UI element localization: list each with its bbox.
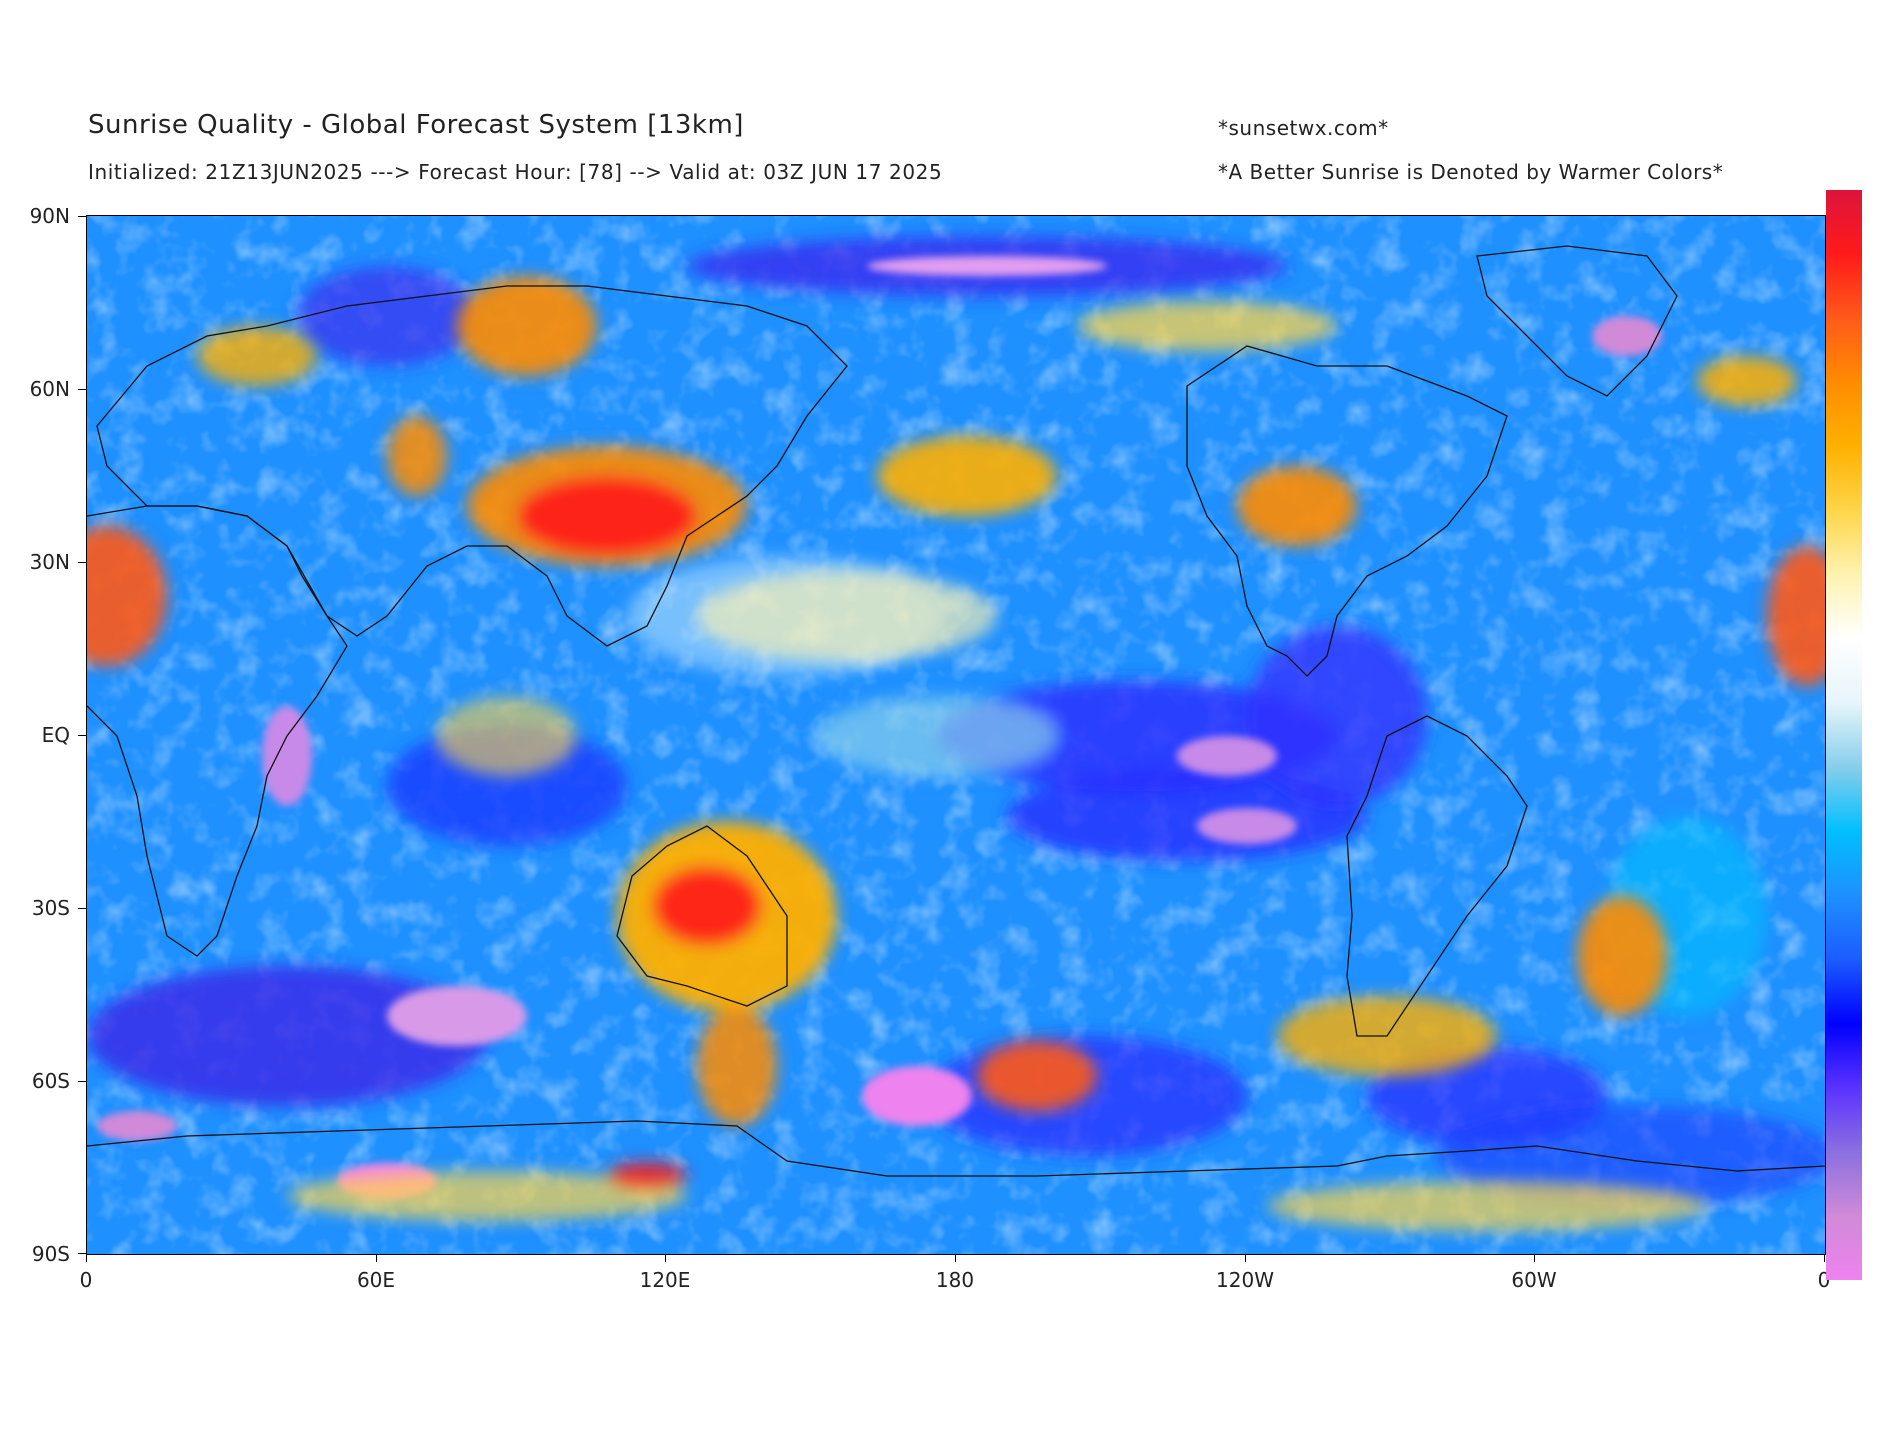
lon-label-120e: 120E — [639, 1268, 691, 1292]
lat-tick — [78, 735, 86, 736]
lon-label-180: 180 — [935, 1268, 975, 1292]
lon-label-120w: 120W — [1216, 1268, 1274, 1292]
europe-asia-coast — [96, 285, 848, 647]
lon-tick — [1534, 1254, 1535, 1262]
lat-label-90s: 90S — [31, 1242, 70, 1266]
south-america-coast — [1346, 715, 1528, 1037]
site-credit: *sunsetwx.com* — [1218, 116, 1389, 140]
greenland-coast — [1476, 245, 1678, 397]
colorbar — [1826, 190, 1862, 1280]
north-america-coast — [1186, 345, 1508, 677]
australia-coast — [616, 825, 788, 1007]
antarctica-coast — [87, 1120, 1825, 1177]
lon-tick — [955, 1254, 956, 1262]
lat-tick — [78, 1081, 86, 1082]
lat-tick — [78, 1253, 86, 1254]
lon-tick — [665, 1254, 666, 1262]
lon-label-60e: 60E — [356, 1268, 396, 1292]
forecast-info: Initialized: 21Z13JUN2025 ---> Forecast … — [88, 160, 943, 184]
lat-label-60s: 60S — [31, 1069, 70, 1093]
lon-tick — [1245, 1254, 1246, 1262]
lat-label-60n: 60N — [29, 377, 70, 401]
lat-label-eq: EQ — [41, 723, 70, 747]
lat-tick — [78, 389, 86, 390]
lat-label-90n: 90N — [29, 204, 70, 228]
lat-tick — [78, 908, 86, 909]
lat-label-30n: 30N — [29, 550, 70, 574]
sunrise-quality-map — [87, 216, 1825, 1254]
lat-label-30s: 30S — [31, 896, 70, 920]
lat-tick — [78, 216, 86, 217]
map-panel — [86, 215, 1826, 1255]
map-title: Sunrise Quality - Global Forecast System… — [88, 110, 744, 140]
lon-label-0-end: 0 — [1817, 1268, 1831, 1292]
lat-tick — [78, 562, 86, 563]
lon-label-0: 0 — [79, 1268, 93, 1292]
lon-label-60w: 60W — [1511, 1268, 1557, 1292]
color-note: *A Better Sunrise is Denoted by Warmer C… — [1218, 160, 1724, 184]
lon-tick — [86, 1254, 87, 1262]
lon-tick — [376, 1254, 377, 1262]
high-quality-areas — [87, 276, 1825, 1231]
lon-tick — [1824, 1254, 1825, 1262]
coastlines — [87, 245, 1825, 1177]
